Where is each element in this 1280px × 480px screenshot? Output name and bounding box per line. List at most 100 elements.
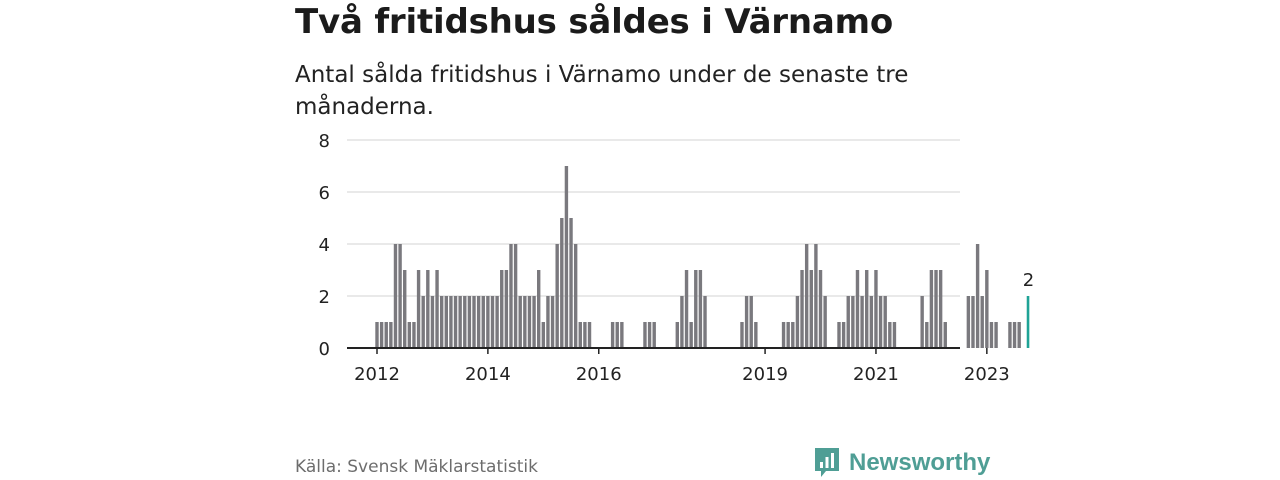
annotations: 2 [1023,270,1034,291]
bar [449,296,453,348]
bar [453,296,458,348]
y-tick-label: 8 [319,131,330,152]
bar [384,322,388,348]
bar [966,296,971,348]
y-tick-label: 2 [319,287,330,308]
y-tick-label: 4 [319,235,330,256]
bar [518,296,522,348]
chart-subtitle: Antal sålda fritidshus i Värnamo under d… [295,62,909,120]
bar-chart: 0 2 4 6 8 2012 2014 2016 2019 2021 2023 2 [319,131,1035,385]
bar [971,296,975,348]
bar [980,296,984,348]
bar [504,270,509,348]
bar [476,296,481,348]
data-label-latest: 2 [1023,270,1034,291]
bar [490,296,495,348]
bar [860,296,864,348]
bar [573,244,578,348]
x-tick-label: 2014 [465,364,511,385]
source-note: Källa: Svensk Mäklarstatistik [295,457,538,477]
bar [486,296,490,348]
bar [744,296,749,348]
bar [869,296,874,348]
bar [841,322,846,348]
bar [546,296,550,348]
bar [929,270,934,348]
bar [398,244,402,348]
bar [375,322,379,348]
bar [458,296,462,348]
bar [754,322,758,348]
bar [652,322,656,348]
y-tick-label: 6 [319,183,330,204]
bar [444,296,448,348]
bar [610,322,615,348]
bar [883,296,887,348]
bar [463,296,467,348]
bar [703,296,707,348]
x-tick-label: 2016 [576,364,622,385]
x-axis: 2012 2014 2016 2019 2021 2023 [347,347,1010,385]
bar [837,322,841,348]
bar [615,322,619,348]
x-tick-label: 2023 [964,364,1010,385]
bar [851,296,855,348]
bar [472,296,476,348]
bar [403,270,407,348]
bar [647,322,652,348]
bar [786,322,790,348]
bar [412,322,416,348]
bar [791,322,795,348]
bar [541,322,546,348]
bar [749,296,753,348]
x-tick-label: 2012 [354,364,400,385]
bar [680,296,684,348]
bar [564,166,569,348]
bar [804,244,809,348]
bar [481,296,485,348]
bar [389,322,393,348]
bar [938,270,943,348]
bar [809,270,813,348]
bar [989,322,994,348]
bar [689,322,693,348]
bar [740,322,744,348]
bar [527,296,532,348]
bar [985,270,989,348]
bar [393,244,398,348]
bar-chart-icon [815,448,839,477]
brand-logo: Newsworthy [813,446,990,479]
bar [823,296,827,348]
bars [375,166,1030,348]
bar [439,296,444,348]
bar [583,322,587,348]
bar [509,244,513,348]
bar [537,270,541,348]
chart-title: Två fritidshus såldes i Värnamo [295,2,894,42]
x-tick-label: 2021 [853,364,899,385]
bar [675,322,679,348]
bar [495,296,499,348]
bar [865,270,869,348]
bar [994,322,998,348]
bar [500,270,504,348]
y-axis-labels: 0 2 4 6 8 [319,131,330,360]
y-tick-label: 0 [319,339,330,360]
bar [587,322,592,348]
bar [892,322,897,348]
bar [781,322,786,348]
bar [426,270,430,348]
bar [846,296,850,348]
bar [874,270,878,348]
bar-highlight [1026,296,1030,348]
bar [943,322,947,348]
bar [818,270,823,348]
bar [694,270,698,348]
brand-name: Newsworthy [849,448,991,476]
bar [684,270,689,348]
bar [878,296,883,348]
bar [532,296,536,348]
bar [934,270,938,348]
bar [560,218,564,348]
bar [855,270,860,348]
